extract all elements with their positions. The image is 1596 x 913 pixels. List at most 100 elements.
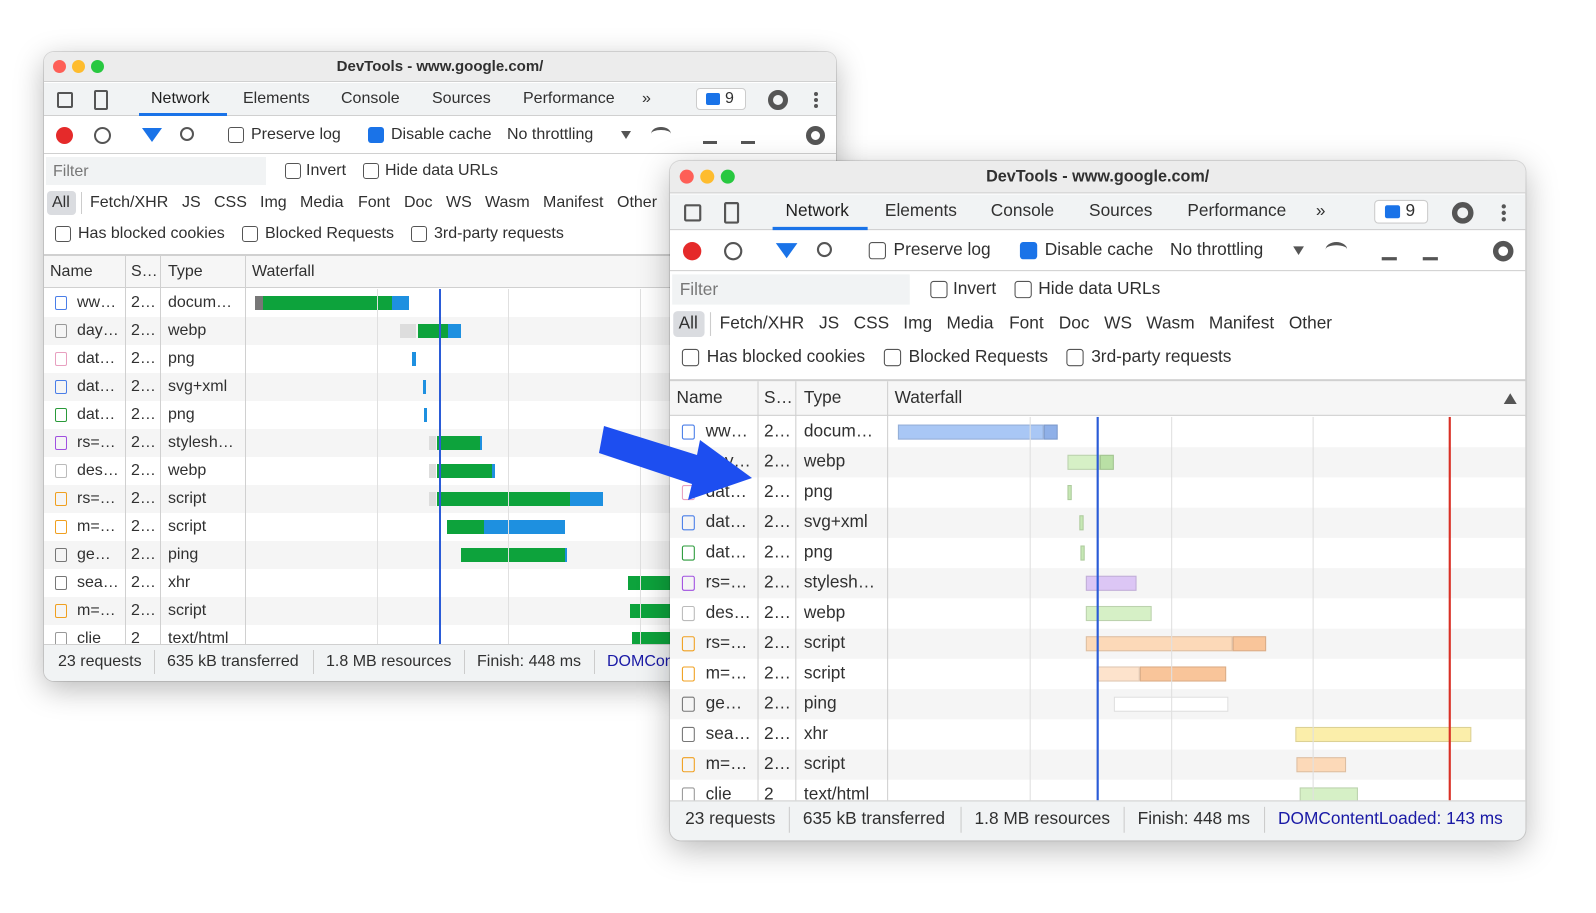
- badge[interactable]: [696, 88, 746, 110]
- request-name[interactable]: ge…: [77, 546, 111, 563]
- tab[interactable]: Sources: [1089, 202, 1153, 221]
- tab[interactable]: Performance: [523, 90, 615, 107]
- checkbox[interactable]: [363, 163, 379, 179]
- type-filter[interactable]: Doc: [1058, 314, 1090, 333]
- tab[interactable]: Elements: [243, 90, 310, 107]
- type-filter[interactable]: Wasm: [485, 194, 530, 211]
- request-name[interactable]: day…: [705, 452, 751, 471]
- type-filter[interactable]: WS: [446, 194, 472, 211]
- checkbox[interactable]: [242, 226, 258, 242]
- tab[interactable]: Console: [990, 202, 1055, 221]
- more-tabs[interactable]: »: [642, 90, 651, 107]
- search-icon[interactable]: [816, 242, 832, 258]
- import-icon[interactable]: [1381, 241, 1397, 261]
- checkbox[interactable]: [1066, 348, 1084, 367]
- checkbox[interactable]: [368, 127, 384, 143]
- throttling[interactable]: No throttling: [1170, 240, 1264, 260]
- request-name[interactable]: rs=…: [705, 634, 748, 653]
- type-filter[interactable]: Wasm: [1146, 314, 1195, 333]
- request-name[interactable]: sea…: [77, 574, 119, 591]
- filter-input[interactable]: [672, 274, 910, 305]
- request-name[interactable]: des…: [705, 603, 751, 623]
- settings-icon[interactable]: [806, 126, 825, 145]
- request-name[interactable]: dat…: [705, 482, 747, 502]
- settings-icon[interactable]: [1492, 240, 1514, 262]
- request-name[interactable]: rs=…: [77, 434, 116, 451]
- more-tabs[interactable]: »: [1315, 202, 1326, 221]
- export-icon[interactable]: [1422, 241, 1438, 261]
- clear-button[interactable]: [724, 242, 743, 261]
- inspect-icon[interactable]: [684, 204, 702, 222]
- request-name[interactable]: m=…: [705, 755, 748, 774]
- export-icon[interactable]: [741, 126, 755, 144]
- type-filter[interactable]: CSS: [853, 314, 890, 333]
- checkbox[interactable]: [681, 348, 700, 367]
- request-name[interactable]: rs=…: [77, 490, 116, 507]
- window-button[interactable]: [91, 60, 104, 73]
- type-filter[interactable]: All: [678, 314, 698, 333]
- type-filter[interactable]: CSS: [214, 194, 247, 211]
- request-name[interactable]: ww…: [77, 294, 117, 311]
- type-filter[interactable]: Font: [1009, 314, 1044, 333]
- type-filter[interactable]: Media: [946, 314, 994, 333]
- request-name[interactable]: dat…: [77, 406, 116, 423]
- window-button[interactable]: [53, 60, 66, 73]
- type-filter[interactable]: Manifest: [1208, 314, 1275, 333]
- record-button[interactable]: [682, 242, 702, 261]
- checkbox[interactable]: [1019, 242, 1038, 260]
- request-name[interactable]: ge…: [705, 694, 743, 713]
- tab[interactable]: Elements: [884, 202, 957, 221]
- checkbox[interactable]: [285, 163, 301, 179]
- checkbox[interactable]: [1014, 280, 1032, 299]
- checkbox[interactable]: [55, 226, 71, 242]
- tab[interactable]: Network: [151, 90, 210, 107]
- checkbox[interactable]: [883, 348, 902, 367]
- type-filter[interactable]: Media: [300, 194, 344, 211]
- network-conditions-icon[interactable]: [651, 127, 671, 141]
- request-name[interactable]: m=…: [705, 664, 748, 683]
- request-name[interactable]: dat…: [705, 543, 747, 562]
- request-name[interactable]: dat…: [705, 513, 747, 532]
- record-button[interactable]: [56, 127, 73, 144]
- tab[interactable]: Console: [341, 90, 400, 107]
- badge[interactable]: [1374, 199, 1429, 224]
- filter-icon[interactable]: [775, 243, 798, 259]
- request-name[interactable]: des…: [77, 462, 119, 479]
- type-filter[interactable]: Img: [260, 194, 287, 211]
- type-filter[interactable]: Fetch/XHR: [719, 314, 805, 333]
- request-name[interactable]: ww…: [705, 422, 748, 441]
- tab[interactable]: Sources: [432, 90, 491, 107]
- type-filter[interactable]: Other: [617, 194, 658, 211]
- request-name[interactable]: clie: [705, 785, 732, 804]
- type-filter[interactable]: WS: [1104, 314, 1133, 333]
- import-icon[interactable]: [703, 126, 717, 144]
- type-filter[interactable]: Font: [358, 194, 391, 211]
- type-filter[interactable]: Manifest: [543, 194, 604, 211]
- tab[interactable]: Performance: [1187, 202, 1287, 221]
- search-icon[interactable]: [180, 127, 194, 141]
- window-button[interactable]: [72, 60, 85, 73]
- type-filter[interactable]: Img: [903, 314, 933, 333]
- request-name[interactable]: sea…: [705, 724, 751, 744]
- request-name[interactable]: clie: [77, 630, 102, 647]
- device-icon[interactable]: [94, 90, 108, 110]
- type-filter[interactable]: Doc: [404, 194, 433, 211]
- device-icon[interactable]: [724, 202, 740, 224]
- filter-input[interactable]: [46, 157, 266, 185]
- type-filter[interactable]: JS: [819, 314, 840, 333]
- type-filter[interactable]: JS: [182, 194, 201, 211]
- window-button[interactable]: [700, 169, 715, 184]
- request-name[interactable]: m=…: [77, 518, 116, 535]
- checkbox[interactable]: [228, 127, 244, 143]
- type-filter[interactable]: Other: [1288, 314, 1333, 333]
- throttling[interactable]: No throttling: [507, 126, 594, 143]
- window-button[interactable]: [679, 169, 694, 184]
- type-filter[interactable]: Fetch/XHR: [90, 194, 169, 211]
- clear-button[interactable]: [94, 127, 111, 144]
- request-name[interactable]: day…: [77, 322, 119, 339]
- request-name[interactable]: dat…: [77, 378, 116, 395]
- request-name[interactable]: m=…: [77, 602, 116, 619]
- filter-icon[interactable]: [142, 128, 162, 142]
- type-filter[interactable]: All: [52, 194, 70, 211]
- window-button[interactable]: [720, 169, 735, 184]
